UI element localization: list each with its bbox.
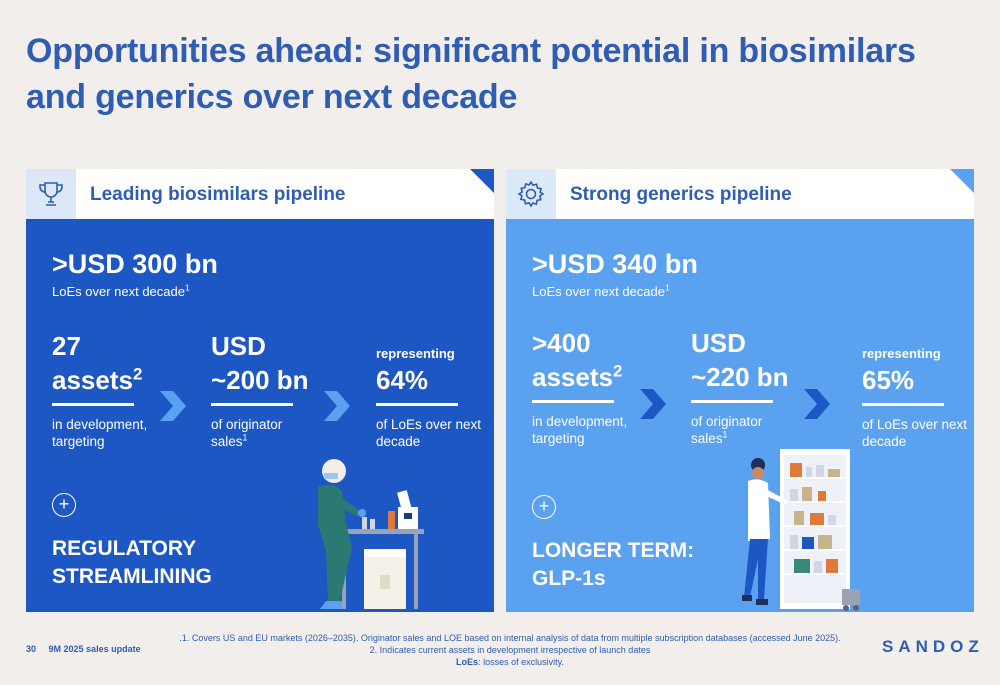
deck-label: 9M 2025 sales update — [48, 644, 141, 654]
chevron-right-icon — [324, 391, 350, 421]
footnote-2: 2. Indicates current assets in developme… — [369, 645, 651, 655]
page-title: Opportunities ahead: significant potenti… — [26, 32, 916, 116]
biosimilars-loe-label: LoEs over next decade1 — [52, 282, 190, 299]
gear-icon — [506, 169, 556, 219]
scientist-illustration — [318, 459, 424, 609]
footnotes: .1. Covers US and EU markets (2026–2035)… — [160, 632, 860, 668]
generics-panel-header: Strong generics pipeline — [506, 169, 974, 219]
footer-page-info: 30 9M 2025 sales update — [26, 644, 151, 654]
chevron-right-icon — [804, 389, 830, 419]
plus-icon: + — [532, 495, 556, 519]
biosimilars-panel: Leading biosimilars pipeline >USD 300 bn… — [26, 169, 494, 612]
generics-heading: Strong generics pipeline — [570, 184, 792, 205]
generics-loe-value: >USD 340 bn — [532, 249, 698, 279]
biosimilars-panel-header: Leading biosimilars pipeline — [26, 169, 494, 219]
generics-panel: Strong generics pipeline >USD 340 bn LoE… — [506, 169, 974, 612]
generics-share-stat: representing 65% of LoEs over next decad… — [862, 346, 968, 449]
generics-loe-label: LoEs over next decade1 — [532, 282, 670, 299]
plus-icon: + — [52, 493, 76, 517]
pharmacist-illustration — [742, 449, 860, 611]
chevron-right-icon — [160, 391, 186, 421]
footnote-1: .1. Covers US and EU markets (2026–2035)… — [179, 633, 841, 643]
biosimilars-share-stat: representing 64% of LoEs over next decad… — [376, 346, 482, 449]
sandoz-logo: SANDOZ — [882, 637, 984, 656]
trophy-icon — [26, 169, 76, 219]
footnote-3: LoEs: losses of exclusivity. — [456, 657, 564, 667]
generics-assets-stat: >400 assets2 in development, targeting — [532, 328, 628, 446]
chevron-right-icon — [640, 389, 666, 419]
page-number: 30 — [26, 644, 37, 654]
generics-sales-stat: USD ~220 bn of originator sales1 — [691, 328, 789, 446]
biosimilars-caption: REGULATORY STREAMLINING — [52, 537, 212, 588]
biosimilars-assets-stat: 27 assets2 in development, targeting — [52, 331, 148, 449]
biosimilars-loe-value: >USD 300 bn — [52, 249, 218, 279]
biosimilars-sales-stat: USD ~200 bn of originator sales1 — [211, 331, 309, 449]
biosimilars-heading: Leading biosimilars pipeline — [90, 184, 346, 205]
generics-caption: LONGER TERM: GLP-1s — [532, 539, 695, 590]
